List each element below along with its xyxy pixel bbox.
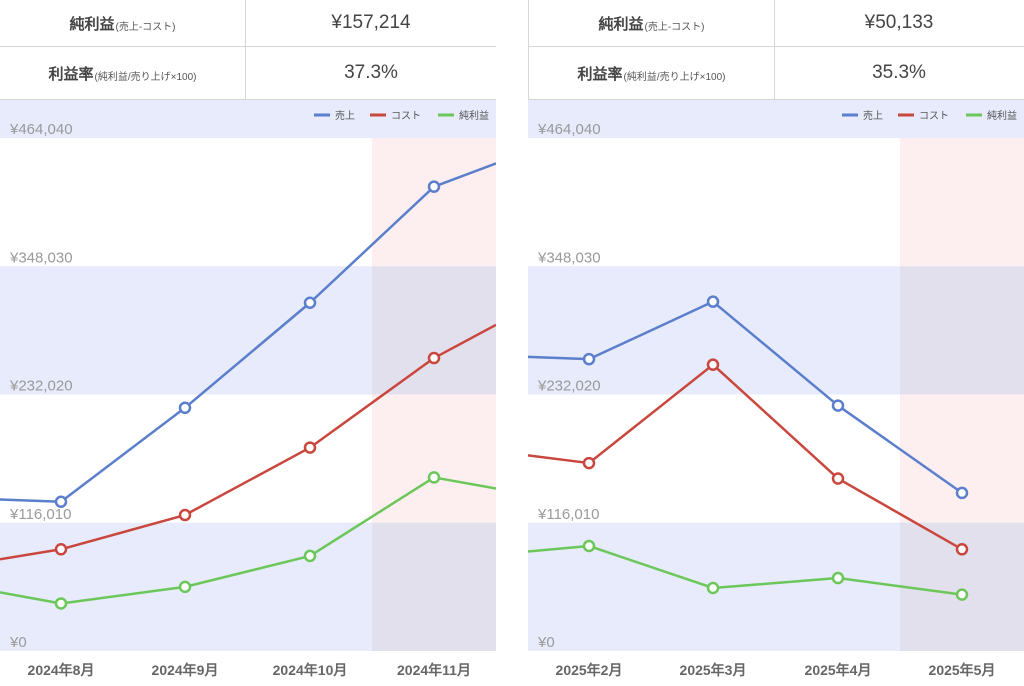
data-point-cost [955,543,969,556]
y-tick-label: ¥232,020 [537,378,601,395]
x-tick-label: 2025年3月 [680,662,747,678]
x-tick-label: 2024年11月 [397,662,471,678]
data-point-cost [54,543,68,556]
margin-row: 利益率 (純利益/売り上げ×100) 37.3% [0,47,496,100]
grid-band-top [528,100,1024,138]
data-point-sales [706,295,720,308]
data-point-profit [955,588,969,601]
y-tick-label: ¥116,010 [9,506,71,523]
stats-table: 純利益 (売上-コスト) ¥50,133 利益率 (純利益/売り上げ×100) 35… [528,0,1024,100]
net-profit-value: ¥50,133 [864,12,934,33]
chart-svg: ¥464,040 ¥348,030 ¥232,020 ¥116,010 ¥02024年8… [0,100,496,678]
legend-label-profit: 純利益 [459,109,489,122]
y-tick-label: ¥464,040 [9,121,73,138]
legend-label-cost: コスト [391,111,421,122]
data-point-cost [303,441,317,454]
net-profit-label: 純利益 (売上-コスト) [0,0,246,46]
margin-label-sub: (純利益/売り上げ×100) [94,71,197,83]
data-point-sales [178,401,192,415]
y-tick-label: ¥464,040 [537,121,601,138]
data-point-profit [831,571,845,585]
legend-label-sales: 売上 [863,109,883,122]
y-tick-label: ¥0 [537,634,555,651]
net-profit-label-sub: (売上-コスト) [644,21,705,33]
net-profit-label: 純利益 (売上-コスト) [528,0,775,46]
right-panel: 純利益 (売上-コスト) ¥50,133 利益率 (純利益/売り上げ×100) 35… [528,0,1024,686]
x-tick-label: 2025年5月 [929,662,996,678]
y-tick-label: ¥348,030 [9,249,73,266]
data-point-profit [303,549,317,563]
x-tick-label: 2025年4月 [805,662,872,678]
data-point-profit [706,581,720,595]
data-point-sales [427,180,441,193]
legend-label-profit: 純利益 [987,109,1017,122]
data-point-profit [582,539,596,553]
data-point-cost [706,358,720,371]
x-tick-label: 2024年10月 [273,662,348,678]
stats-table: 純利益 (売上-コスト) ¥157,214 利益率 (純利益/売り上げ×100) 3… [0,0,496,100]
y-tick-label: ¥0 [9,634,27,651]
y-tick-label: ¥348,030 [537,249,601,266]
data-point-profit [178,580,192,594]
net-profit-label-sub: (売上-コスト) [115,21,176,33]
net-profit-value: ¥157,214 [331,12,411,33]
grid-band-top [0,100,496,138]
data-point-profit [427,471,441,484]
data-point-profit [54,597,68,610]
net-profit-label-text: 純利益 [598,15,644,33]
margin-label-text: 利益率 [577,65,623,83]
x-tick-label: 2024年9月 [152,662,219,678]
line-chart-right: ¥464,040 ¥348,030 ¥232,020 ¥116,010 ¥0 2025年2… [528,100,1024,686]
series-line-profit [0,476,496,605]
series-line-cost [0,323,496,561]
highlight-overlap [900,522,1024,651]
data-point-cost [831,472,845,485]
legend-label-sales: 売上 [335,109,355,122]
line-chart-left: ¥464,040 ¥348,030 ¥232,020 ¥116,010 ¥0 2024年8… [0,100,496,686]
y-tick-label: ¥232,020 [9,378,73,395]
x-tick-label: 2024年8月 [28,662,95,678]
data-point-cost [427,351,441,365]
highlight-overlap [900,266,1024,395]
y-tick-label: ¥116,010 [537,506,599,523]
data-point-cost [582,456,596,470]
data-point-sales [54,495,68,509]
data-point-sales [303,296,317,310]
series-line-sales [0,162,496,504]
margin-row: 利益率 (純利益/売り上げ×100) 35.3% [528,47,1024,100]
data-point-sales [582,352,596,366]
net-profit-label-text: 純利益 [69,15,115,33]
margin-value: 35.3% [872,62,926,83]
left-panel: 純利益 (売上-コスト) ¥157,214 利益率 (純利益/売り上げ×100) 3… [0,0,496,686]
x-tick-label: 2025年2月 [556,662,623,678]
highlight-overlap [372,522,496,651]
margin-value: 37.3% [344,62,398,83]
chart-svg: ¥464,040 ¥348,030 ¥232,020 ¥116,010 ¥02025年2… [528,100,1024,678]
net-profit-row: 純利益 (売上-コスト) ¥157,214 [0,0,496,47]
margin-label: 利益率 (純利益/売り上げ×100) [0,47,246,99]
margin-label-sub: (純利益/売り上げ×100) [623,71,726,83]
net-profit-row: 純利益 (売上-コスト) ¥50,133 [528,0,1024,47]
legend-label-cost: コスト [919,111,949,122]
data-point-cost [178,508,192,522]
margin-label: 利益率 (純利益/売り上げ×100) [528,47,775,99]
data-point-sales [831,399,845,412]
margin-label-text: 利益率 [48,65,94,83]
highlight-overlap [372,266,496,395]
data-point-sales [955,486,969,500]
